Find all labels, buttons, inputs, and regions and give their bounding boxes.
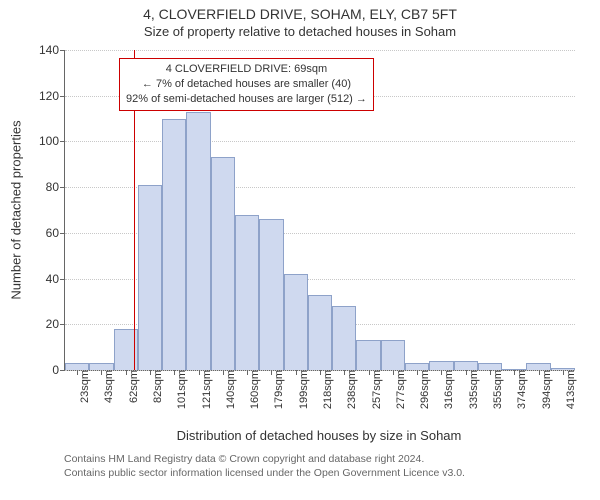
ytick-label: 120: [39, 89, 65, 103]
ytick-label: 0: [52, 363, 65, 377]
bar: [526, 363, 550, 370]
bar: [332, 306, 356, 370]
xtick-label: 199sqm: [292, 370, 310, 409]
xtick-label: 355sqm: [486, 370, 504, 409]
info-box-line: 4 CLOVERFIELD DRIVE: 69sqm: [126, 62, 367, 77]
xtick-label: 160sqm: [243, 370, 261, 409]
bar: [478, 363, 502, 370]
xtick-label: 23sqm: [73, 370, 91, 403]
bar: [211, 157, 235, 370]
bar: [162, 119, 186, 370]
info-box: 4 CLOVERFIELD DRIVE: 69sqm← 7% of detach…: [119, 58, 374, 111]
xtick-label: 257sqm: [365, 370, 383, 409]
xtick-label: 121sqm: [195, 370, 213, 409]
y-axis-label: Number of detached properties: [9, 120, 24, 299]
xtick-label: 238sqm: [340, 370, 358, 409]
ytick-label: 80: [46, 180, 65, 194]
xtick-label: 296sqm: [413, 370, 431, 409]
ytick-label: 40: [46, 272, 65, 286]
info-box-line: ← 7% of detached houses are smaller (40): [126, 77, 367, 92]
xtick-label: 413sqm: [559, 370, 577, 409]
bar: [186, 112, 210, 370]
xtick-label: 394sqm: [535, 370, 553, 409]
gridline: [65, 141, 575, 142]
footer-attribution: Contains HM Land Registry data © Crown c…: [64, 452, 465, 480]
bar: [356, 340, 380, 370]
xtick-label: 82sqm: [146, 370, 164, 403]
x-axis-label: Distribution of detached houses by size …: [64, 428, 574, 443]
bar: [381, 340, 405, 370]
bar: [89, 363, 113, 370]
xtick-label: 43sqm: [97, 370, 115, 403]
bar: [308, 295, 332, 370]
xtick-label: 374sqm: [510, 370, 528, 409]
info-box-line: 92% of semi-detached houses are larger (…: [126, 92, 367, 107]
plot-area: 02040608010012014023sqm43sqm62sqm82sqm10…: [64, 50, 575, 371]
ytick-label: 60: [46, 226, 65, 240]
footer-line-2: Contains public sector information licen…: [64, 466, 465, 480]
xtick-label: 179sqm: [267, 370, 285, 409]
bar: [405, 363, 429, 370]
bar: [429, 361, 453, 370]
gridline: [65, 50, 575, 51]
xtick-label: 316sqm: [437, 370, 455, 409]
bar: [138, 185, 162, 370]
bar: [454, 361, 478, 370]
xtick-label: 277sqm: [389, 370, 407, 409]
xtick-label: 335sqm: [462, 370, 480, 409]
bar: [259, 219, 283, 370]
bar: [65, 363, 89, 370]
ytick-label: 140: [39, 43, 65, 57]
bar: [284, 274, 308, 370]
xtick-label: 62sqm: [122, 370, 140, 403]
bar: [235, 215, 259, 370]
ytick-label: 20: [46, 317, 65, 331]
chart-subtitle: Size of property relative to detached ho…: [0, 22, 600, 39]
chart-title: 4, CLOVERFIELD DRIVE, SOHAM, ELY, CB7 5F…: [0, 0, 600, 22]
xtick-label: 218sqm: [316, 370, 334, 409]
xtick-label: 101sqm: [170, 370, 188, 409]
xtick-label: 140sqm: [219, 370, 237, 409]
chart-container: { "chart": { "type": "histogram", "title…: [0, 0, 600, 500]
ytick-label: 100: [39, 134, 65, 148]
bar: [551, 368, 575, 370]
bar: [502, 369, 526, 370]
footer-line-1: Contains HM Land Registry data © Crown c…: [64, 452, 465, 466]
